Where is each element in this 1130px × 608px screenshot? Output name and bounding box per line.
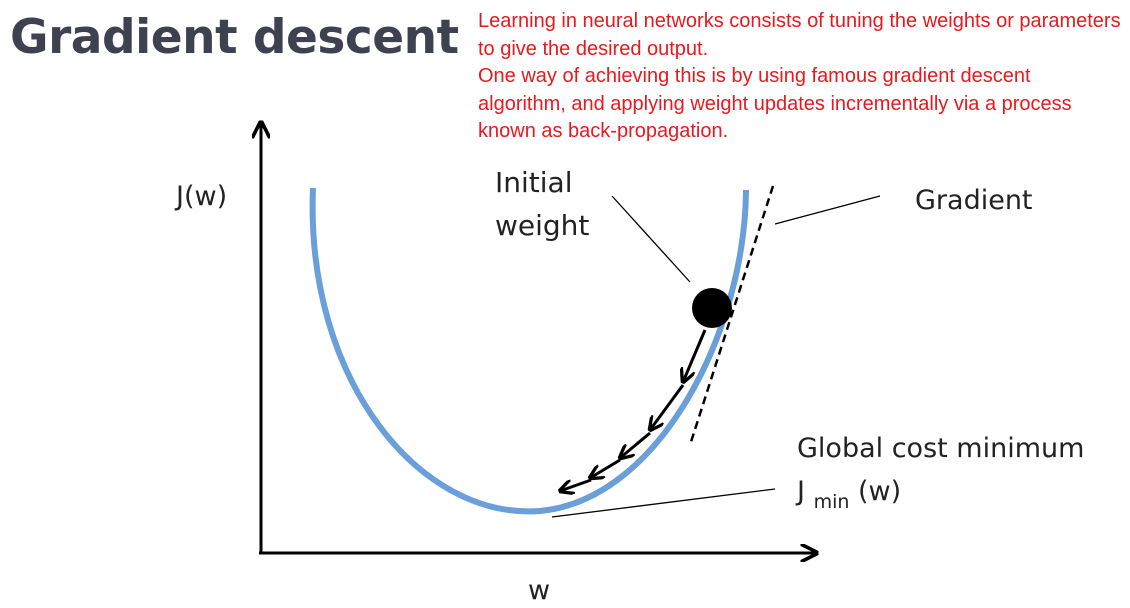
initial-weight-leader-line [611,195,691,283]
y-axis-label: J(w) [174,181,227,212]
initial-weight-label-line1: Initial [495,166,572,199]
x-axis-label: w [528,575,550,606]
explanation-text: Learning in neural networks consists of … [478,8,1123,146]
gradient-leader-line [774,195,881,225]
descent-step-arrow [650,384,685,430]
global-min-label: Global cost minimum [797,433,1084,464]
initial-weight-label-line2: weight [495,209,589,242]
page-title: Gradient descent [10,10,459,65]
descent-step-arrow [590,458,621,478]
jmin-subscript: min [814,491,850,513]
descent-step-arrow [683,329,707,382]
gradient-label: Gradient [915,185,1033,216]
descent-step-arrow [620,431,651,458]
jmin-label: J min (w) [795,476,901,515]
cost-curve [309,187,749,515]
initial-weight-point [692,288,732,328]
explanation-paragraph-2: One way of achieving this is by using fa… [478,65,1072,142]
gradient-tangent-line [688,185,775,446]
jmin-suffix: (w) [858,476,901,507]
explanation-paragraph-1: Learning in neural networks consists of … [478,10,1121,60]
jmin-base: J [795,476,805,507]
descent-step-arrow [560,478,592,491]
global-min-leader-line [551,488,776,518]
